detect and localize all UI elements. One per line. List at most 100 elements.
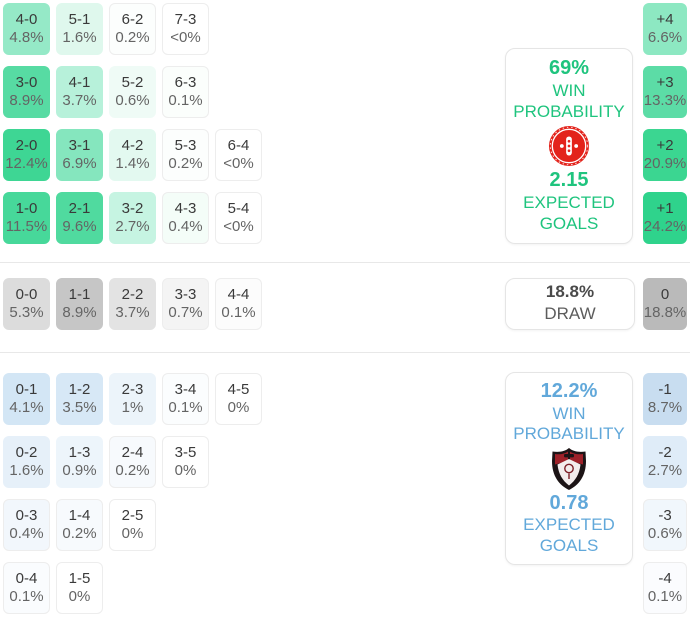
scoreline: 0-1 bbox=[15, 381, 38, 398]
score-row: 3-0 8.9% 4-1 3.7% 5-2 0.6% 6-3 0.1% bbox=[3, 66, 262, 118]
scoreline: 0-2 bbox=[15, 444, 38, 461]
score-cell: 2-5 0% bbox=[109, 499, 156, 551]
probability-value: 0% bbox=[174, 461, 197, 479]
scoreline: 1-2 bbox=[68, 381, 91, 398]
probability-value: 1% bbox=[121, 398, 144, 416]
score-row: 0-4 0.1% 1-5 0% bbox=[3, 562, 262, 614]
probability-value: 0.6% bbox=[647, 524, 683, 542]
goal-margin: -1 bbox=[658, 381, 672, 398]
probability-value: 12.4% bbox=[5, 154, 48, 172]
scoreline: 2-5 bbox=[121, 507, 144, 524]
probability-value: 0% bbox=[68, 587, 91, 605]
score-cell: 5-1 1.6% bbox=[56, 3, 103, 55]
score-cell: 3-2 2.7% bbox=[109, 192, 156, 244]
score-cell: 4-0 4.8% bbox=[3, 3, 50, 55]
score-row: 2-0 12.4% 3-1 6.9% 4-2 1.4% 5-3 0.2% 6-4 <0% bbox=[3, 129, 262, 181]
goal-margin-cell: +4 6.6% bbox=[643, 3, 687, 55]
goal-margin-cell: -2 2.7% bbox=[643, 436, 687, 488]
scoreline: 1-4 bbox=[68, 507, 91, 524]
score-cell: 2-1 9.6% bbox=[56, 192, 103, 244]
score-cell: 6-3 0.1% bbox=[162, 66, 209, 118]
goal-margin-cell: +1 24.2% bbox=[643, 192, 687, 244]
score-row: 0-1 4.1% 1-2 3.5% 2-3 1% 3-4 0.1% 4-5 0% bbox=[3, 373, 262, 425]
score-cell: 3-4 0.1% bbox=[162, 373, 209, 425]
probability-value: 0% bbox=[121, 524, 144, 542]
score-cell: 2-2 3.7% bbox=[109, 278, 156, 330]
probability-value: <0% bbox=[223, 154, 254, 172]
scoreline: 0-4 bbox=[15, 570, 38, 587]
section-divider bbox=[0, 262, 690, 263]
scoreline: 6-4 bbox=[227, 137, 250, 154]
score-cell: 4-2 1.4% bbox=[109, 129, 156, 181]
away-win-panel: 12.2% WIN PROBABILITY 0.78 EXPECTED GOAL… bbox=[505, 372, 633, 565]
goal-margin: +1 bbox=[656, 200, 674, 217]
scoreline: 2-4 bbox=[121, 444, 144, 461]
away-expected-goals-label: EXPECTED GOALS bbox=[523, 515, 615, 555]
scoreline: 4-2 bbox=[121, 137, 144, 154]
away-goal-margins: -1 8.7% -2 2.7% -3 0.6% -4 0.1% bbox=[643, 373, 687, 614]
scoreline: 3-4 bbox=[174, 381, 197, 398]
score-cell: 3-0 8.9% bbox=[3, 66, 50, 118]
score-cell: 3-1 6.9% bbox=[56, 129, 103, 181]
probability-value: 18.8% bbox=[643, 303, 687, 321]
probability-value: <0% bbox=[170, 28, 201, 46]
score-cell: 2-3 1% bbox=[109, 373, 156, 425]
score-cell: 0-0 5.3% bbox=[3, 278, 50, 330]
score-cell: 3-5 0% bbox=[162, 436, 209, 488]
scoreline: 2-3 bbox=[121, 381, 144, 398]
scoreline: 0-3 bbox=[15, 507, 38, 524]
score-cell: 0-1 4.1% bbox=[3, 373, 50, 425]
probability-value: 13.3% bbox=[643, 91, 687, 109]
probability-value: 3.7% bbox=[62, 91, 97, 109]
score-cell: 1-1 8.9% bbox=[56, 278, 103, 330]
scoreline: 0-0 bbox=[15, 286, 38, 303]
goal-margin: +2 bbox=[656, 137, 674, 154]
probability-value: 0.4% bbox=[9, 524, 44, 542]
probability-value: 6.6% bbox=[647, 28, 683, 46]
score-cell: 5-3 0.2% bbox=[162, 129, 209, 181]
scoreline: 4-3 bbox=[174, 200, 197, 217]
scoreline: 1-1 bbox=[68, 286, 91, 303]
draw-scorelines-grid: 0-0 5.3% 1-1 8.9% 2-2 3.7% 3-3 0.7% 4-4 0.1% bbox=[3, 278, 262, 330]
probability-value: 0% bbox=[227, 398, 250, 416]
section-divider bbox=[0, 352, 690, 353]
scoreline: 4-5 bbox=[227, 381, 250, 398]
score-cell: 2-4 0.2% bbox=[109, 436, 156, 488]
probability-value: 4.1% bbox=[9, 398, 44, 416]
scoreline: 6-3 bbox=[174, 74, 197, 91]
scoreline: 4-4 bbox=[227, 286, 250, 303]
probability-value: 0.2% bbox=[115, 461, 150, 479]
probability-value: 1.6% bbox=[62, 28, 97, 46]
score-row: 0-2 1.6% 1-3 0.9% 2-4 0.2% 3-5 0% bbox=[3, 436, 262, 488]
scoreline: 3-2 bbox=[121, 200, 144, 217]
probability-value: 0.1% bbox=[168, 398, 203, 416]
score-cell: 4-4 0.1% bbox=[215, 278, 262, 330]
score-cell: 3-3 0.7% bbox=[162, 278, 209, 330]
scoreline: 5-1 bbox=[68, 11, 91, 28]
probability-value: 8.9% bbox=[62, 303, 97, 321]
probability-value: 9.6% bbox=[62, 217, 97, 235]
probability-value: 0.2% bbox=[168, 154, 203, 172]
goal-margin: -3 bbox=[658, 507, 672, 524]
probability-value: 2.7% bbox=[115, 217, 150, 235]
scoreline: 5-3 bbox=[174, 137, 197, 154]
goal-margin: -2 bbox=[658, 444, 672, 461]
scoreline: 7-3 bbox=[174, 11, 197, 28]
probability-value: 6.9% bbox=[62, 154, 97, 172]
draw-label: DRAW bbox=[544, 303, 596, 323]
goal-margin: +4 bbox=[656, 11, 674, 28]
score-cell: 5-2 0.6% bbox=[109, 66, 156, 118]
draw-probability: 18.8% bbox=[545, 282, 595, 302]
home-expected-goals-label: EXPECTED GOALS bbox=[523, 193, 615, 234]
score-cell: 4-5 0% bbox=[215, 373, 262, 425]
score-cell: 0-4 0.1% bbox=[3, 562, 50, 614]
goal-margin: -4 bbox=[658, 570, 672, 587]
probability-value: 1.4% bbox=[115, 154, 150, 172]
score-cell: 0-2 1.6% bbox=[3, 436, 50, 488]
probability-value: 0.1% bbox=[168, 91, 203, 109]
goal-margin-cell: +2 20.9% bbox=[643, 129, 687, 181]
away-win-probability: 12.2% bbox=[540, 380, 598, 403]
home-goal-margins: +4 6.6% +3 13.3% +2 20.9% +1 24.2% bbox=[643, 3, 687, 244]
score-cell: 1-0 11.5% bbox=[3, 192, 50, 244]
probability-value: 3.5% bbox=[62, 398, 97, 416]
